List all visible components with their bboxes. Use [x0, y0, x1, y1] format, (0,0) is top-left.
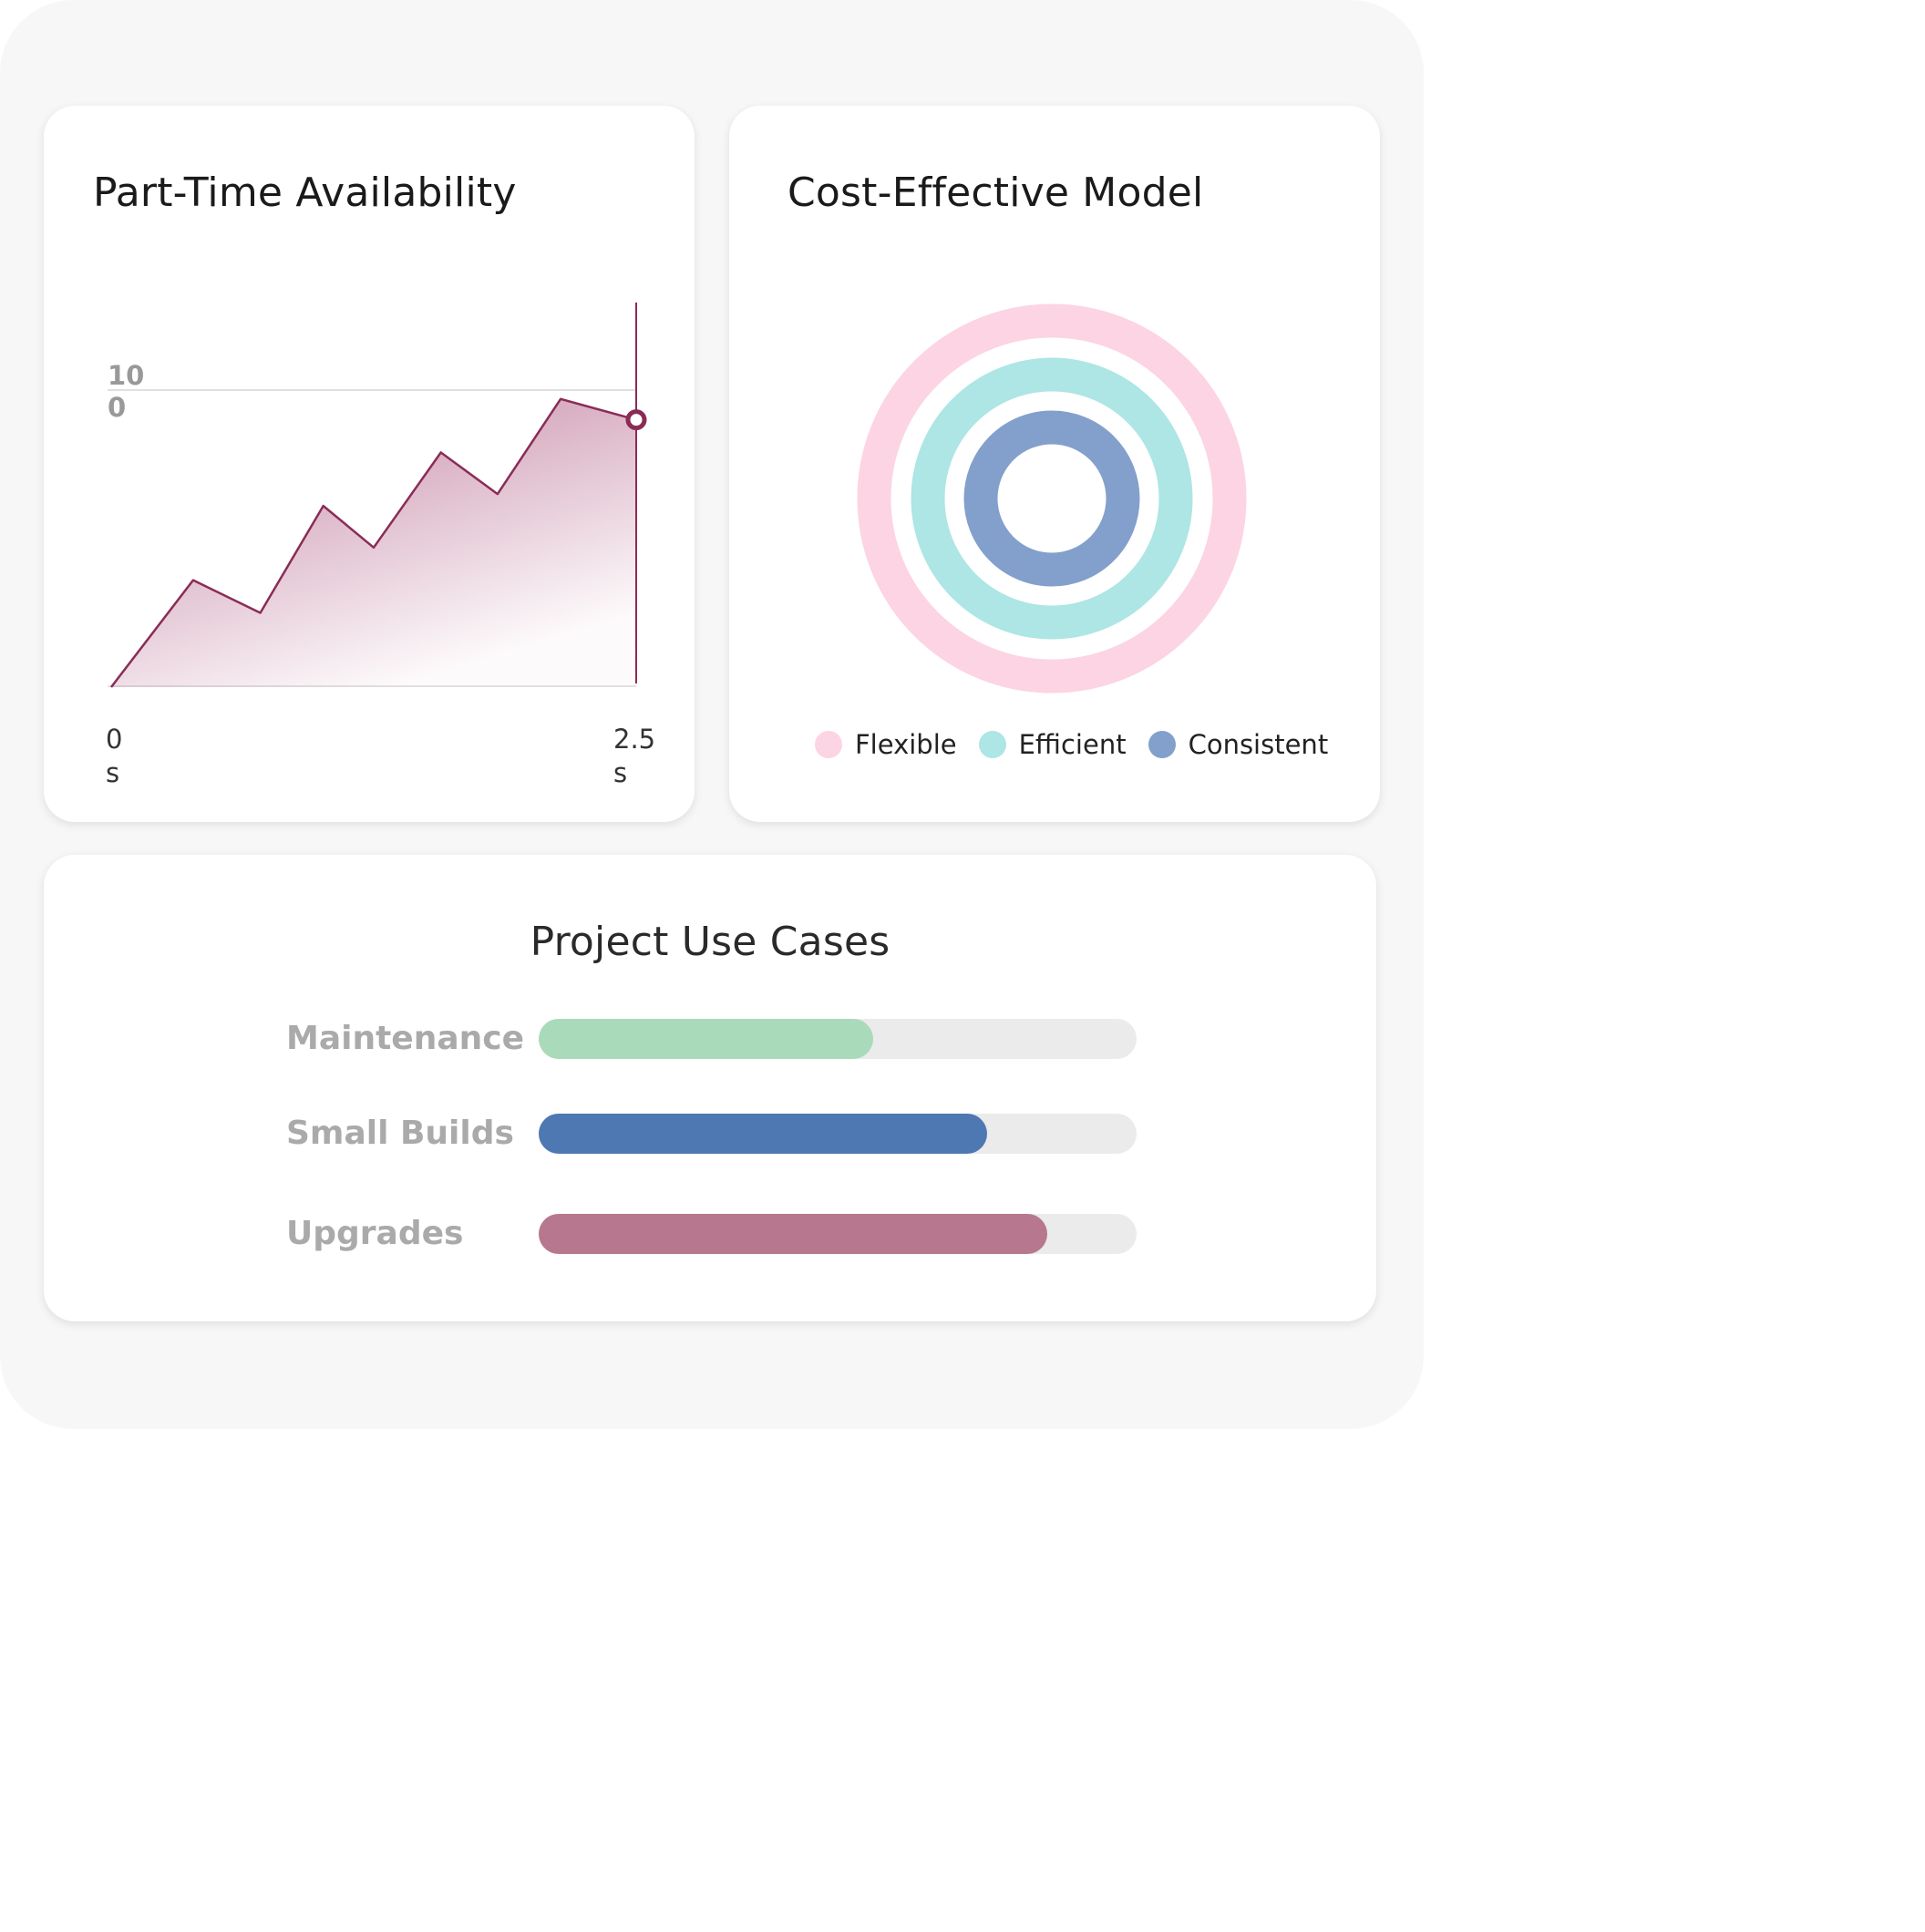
availability-title: Part-Time Availability: [93, 170, 517, 216]
use-case-bar-upgrades: [539, 1214, 1047, 1254]
use-case-bar-small-builds: [539, 1114, 987, 1154]
y-tick-label: 10 0: [108, 360, 153, 423]
use-cases-title: Project Use Cases: [530, 919, 890, 965]
legend-swatch-efficient: [978, 731, 1006, 758]
ring-efficient: [911, 357, 1193, 640]
page-frame: Part-Time Availability 10 0 0 s 2.5 s: [44, 106, 1380, 1321]
use-case-row-upgrades: Upgrades: [44, 1214, 1376, 1254]
use-case-row-maintenance: Maintenance: [44, 1019, 1376, 1059]
area-fill: [111, 398, 636, 687]
x-start-label: 0 s: [106, 724, 131, 788]
use-case-track-small-builds: [539, 1114, 1137, 1154]
cost-model-card: Cost-Effective Model Flexible Efficient …: [729, 106, 1380, 822]
legend-item-efficient: Efficient: [978, 729, 1127, 760]
use-case-bar-maintenance: [539, 1019, 874, 1059]
ring-consistent: [963, 410, 1140, 587]
legend-label-efficient: Efficient: [1018, 729, 1127, 760]
x-end-label: 2.5 s: [613, 724, 664, 788]
series-line: [110, 397, 637, 688]
use-case-label-maintenance: Maintenance: [286, 1020, 525, 1057]
use-case-label-upgrades: Upgrades: [286, 1215, 464, 1252]
use-case-track-upgrades: [539, 1214, 1137, 1254]
legend-label-consistent: Consistent: [1188, 729, 1329, 760]
legend-swatch-consistent: [1148, 731, 1176, 758]
use-case-label-small-builds: Small Builds: [286, 1115, 514, 1152]
legend-item-consistent: Consistent: [1148, 729, 1329, 760]
highlight-point[interactable]: [625, 409, 647, 431]
legend-swatch-flexible: [815, 731, 842, 758]
availability-card: Part-Time Availability 10 0 0 s 2.5 s: [44, 106, 695, 822]
use-case-track-maintenance: [539, 1019, 1137, 1059]
availability-chart: 10 0 0 s 2.5 s: [106, 303, 664, 788]
ring-flexible: [857, 303, 1247, 694]
rings-chart: [857, 303, 1247, 694]
use-case-row-small-builds: Small Builds: [44, 1114, 1376, 1154]
use-cases-card: Project Use Cases Maintenance Small Buil…: [44, 855, 1376, 1321]
legend-label-flexible: Flexible: [855, 729, 957, 760]
cost-model-title: Cost-Effective Model: [788, 170, 1204, 216]
rings-legend: Flexible Efficient Consistent: [815, 729, 1328, 760]
legend-item-flexible: Flexible: [815, 729, 957, 760]
